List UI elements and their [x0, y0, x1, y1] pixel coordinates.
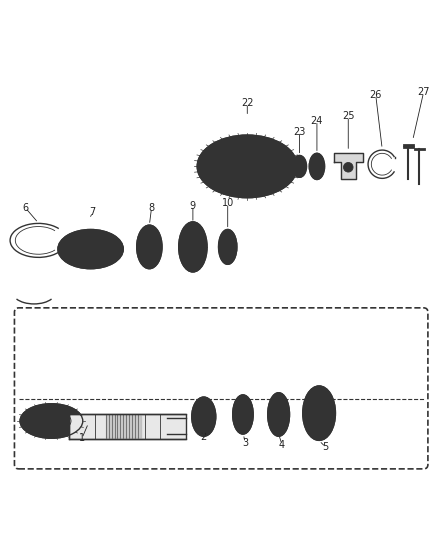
Text: 9: 9 [190, 200, 196, 211]
Text: 1: 1 [79, 433, 85, 443]
Ellipse shape [216, 151, 279, 182]
Polygon shape [334, 154, 363, 180]
Ellipse shape [293, 156, 307, 177]
Ellipse shape [233, 395, 253, 434]
Ellipse shape [207, 403, 212, 411]
Ellipse shape [268, 393, 290, 436]
Text: 2: 2 [201, 432, 207, 442]
Text: 4: 4 [279, 440, 285, 450]
Text: 23: 23 [293, 126, 306, 136]
Text: 22: 22 [241, 98, 254, 108]
Text: 3: 3 [242, 438, 248, 448]
Text: 7: 7 [90, 207, 96, 217]
Ellipse shape [196, 403, 200, 411]
Ellipse shape [20, 404, 83, 438]
Ellipse shape [201, 400, 206, 408]
Ellipse shape [201, 426, 206, 433]
Text: 25: 25 [342, 111, 354, 122]
Ellipse shape [303, 386, 336, 440]
Ellipse shape [207, 422, 212, 430]
Ellipse shape [58, 230, 123, 269]
Ellipse shape [309, 154, 325, 180]
Text: 27: 27 [417, 87, 430, 98]
Text: 5: 5 [322, 442, 329, 452]
Bar [69, 414, 186, 439]
Ellipse shape [192, 397, 216, 436]
Ellipse shape [179, 222, 207, 272]
Ellipse shape [197, 135, 297, 198]
Text: 10: 10 [222, 198, 234, 208]
Ellipse shape [219, 230, 237, 264]
Ellipse shape [209, 413, 214, 421]
Text: 24: 24 [311, 116, 323, 126]
Ellipse shape [343, 163, 353, 172]
Text: 26: 26 [370, 90, 382, 100]
Ellipse shape [137, 225, 162, 269]
Ellipse shape [196, 422, 200, 430]
Text: 8: 8 [148, 203, 155, 213]
Ellipse shape [194, 413, 198, 421]
Text: 6: 6 [22, 203, 28, 213]
